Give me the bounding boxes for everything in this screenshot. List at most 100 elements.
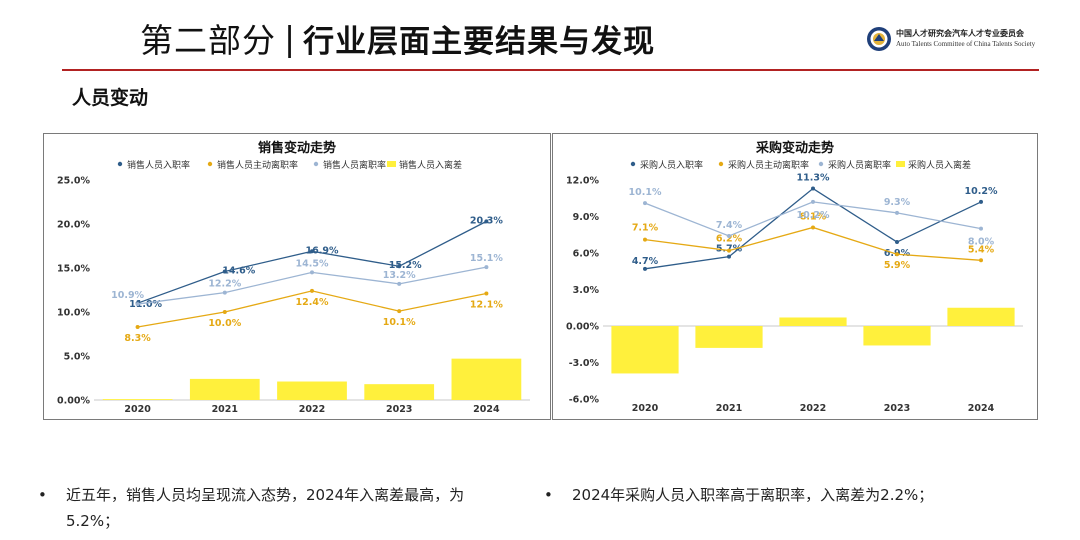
chart-title: 采购变动走势 [755,140,834,156]
y-tick-label: 10.0% [57,308,90,319]
legend-label: 采购人员主动离职率 [728,159,809,171]
data-label: 10.0% [208,318,241,329]
data-point [222,269,227,274]
bar [451,358,522,400]
logo-en-text: Auto Talents Committee of China Talents … [896,40,1036,48]
data-label: 13.2% [383,270,416,281]
data-label: 7.1% [632,223,659,234]
data-point [135,324,140,329]
bar [611,326,679,374]
title-part: 第二部分 [140,21,276,60]
legend-marker [718,161,724,167]
bar [863,326,931,346]
data-label: 16.9% [306,245,339,256]
data-point [397,309,402,314]
legend-swatch [387,161,396,167]
x-tick-label: 2020 [124,404,151,415]
data-label: 11.3% [797,173,830,184]
x-tick-label: 2021 [212,404,238,415]
data-point [895,210,899,215]
bullet-sales-line1: 近五年，销售人员均呈现流入态势，2024年入离差最高，为 [66,486,465,504]
data-label: 12.4% [296,297,329,308]
data-label: 15.1% [470,253,503,264]
x-tick-label: 2022 [299,404,325,415]
legend-label: 采购人员入离差 [908,159,971,171]
section-title: 人员变动 [72,87,149,109]
data-label: 8.0% [968,237,995,248]
y-tick-label: 25.0% [57,176,90,187]
data-point [484,291,489,296]
y-tick-label: 0.00% [566,322,599,333]
y-tick-label: 6.0% [573,249,600,260]
data-label: 8.3% [124,333,151,344]
legend-marker [117,161,123,167]
data-label: 11.0% [129,299,162,310]
data-point [484,265,489,270]
legend-label: 采购人员离职率 [828,159,891,171]
legend-swatch [896,161,905,167]
data-point [397,281,402,286]
data-point [310,288,314,293]
data-point [397,264,402,269]
chart-title: 销售变动走势 [258,140,336,156]
data-label: 14.6% [222,266,255,277]
x-tick-label: 2022 [800,403,826,414]
data-label: 12.1% [470,300,503,311]
bar [947,307,1015,326]
data-label: 10.2% [797,210,830,221]
data-label: 5.9% [884,260,911,271]
legend-label: 销售人员离职率 [323,159,386,171]
y-tick-label: -6.0% [569,395,600,406]
bullet-sales-line2: 5.2%； [66,512,120,530]
data-label: 6.2% [716,234,743,245]
data-point [979,226,983,231]
legend-label: 销售人员入职率 [127,159,190,171]
x-tick-label: 2023 [386,404,412,415]
data-point [727,254,731,259]
data-point [643,266,647,271]
legend-label: 销售人员入离差 [399,159,462,171]
page-title: 第二部分 | 行业层面主要结果与发现 [140,14,655,62]
data-point [895,252,899,257]
data-point [895,240,899,245]
data-point [643,237,647,242]
logo-cn-text: 中国人才研究会汽车人才专业委员会 [896,29,1024,38]
data-point [811,186,815,191]
data-point [979,199,983,204]
x-tick-label: 2024 [968,403,995,414]
y-tick-label: 15.0% [57,264,90,275]
y-tick-label: 9.0% [573,212,600,223]
data-label: 7.4% [716,220,743,231]
bar [189,378,260,400]
data-point [979,258,983,263]
data-label: 15.2% [389,260,422,271]
data-point [643,201,647,206]
data-label: 10.1% [383,317,416,328]
title-separator: | [284,18,296,58]
data-label: 8.1% [800,211,827,222]
data-label: 14.5% [296,258,329,269]
bullet-sales: • 近五年，销售人员均呈现流入态势，2024年入离差最高，为 5.2%； [38,482,506,534]
y-tick-label: 12.0% [566,176,599,187]
data-label: 4.7% [632,256,659,267]
legend-marker [818,161,824,167]
data-point [484,219,489,224]
purchase-chart-panel: 采购变动走势采购人员入职率 采购人员主动离职率 采购人员离职率 采购人员入离差 -6.0… [552,133,1038,420]
bullet-purchase-line1: 2024年采购人员入职率高于离职率，入离差为2.2%； [572,486,934,504]
bullet-marker: • [544,486,553,504]
bar [779,317,847,326]
legend-label: 采购人员入职率 [640,159,703,171]
data-label: 9.3% [884,197,911,208]
x-tick-label: 2024 [473,404,500,415]
data-point [811,225,815,230]
data-point [811,199,815,204]
legend-label: 销售人员主动离职率 [217,159,298,171]
header-divider [62,69,1039,71]
sales-chart-panel: 销售变动走势 销售人员入职率 销售人员主动离职率 销售人员离职率 销售人员入离差 0.00… [43,133,551,420]
emblem-icon [867,27,891,51]
x-tick-label: 2020 [632,403,659,414]
x-tick-label: 2021 [716,403,742,414]
bar [102,399,173,400]
